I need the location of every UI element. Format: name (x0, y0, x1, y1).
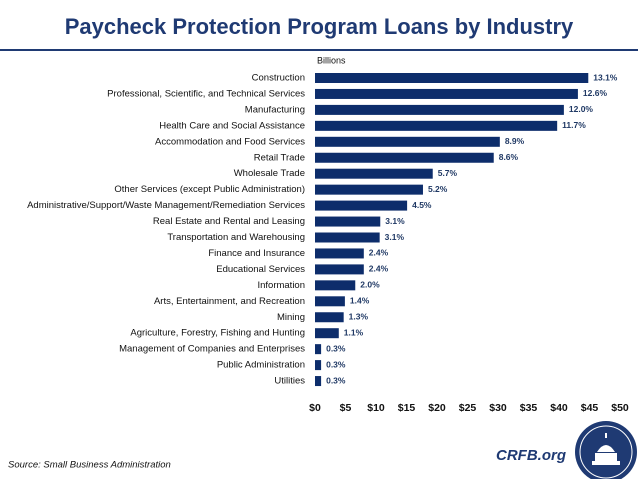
bar (315, 232, 380, 243)
value-label: 3.1% (385, 216, 405, 226)
source: Source: Small Business Administration (8, 460, 171, 471)
category-label: Health Care and Social Assistance (159, 120, 305, 131)
value-label: 1.4% (350, 296, 370, 306)
category-label: Educational Services (216, 264, 305, 275)
value-label: 12.0% (569, 104, 594, 114)
bar (315, 120, 558, 131)
category-label: Finance and Insurance (208, 248, 305, 259)
x-tick-label: $40 (550, 402, 568, 414)
category-label: Utilities (274, 376, 305, 387)
bar (315, 280, 356, 291)
value-label: 4.5% (412, 200, 432, 210)
bar (315, 248, 364, 259)
bar (315, 168, 433, 179)
category-label: Public Administration (217, 360, 305, 371)
value-label: 3.1% (385, 232, 405, 242)
value-label: 13.1% (593, 72, 618, 82)
bar (315, 88, 578, 99)
bar (315, 184, 423, 195)
category-label: Construction (252, 73, 305, 84)
value-label: 2.4% (369, 248, 389, 258)
x-tick-label: $35 (520, 402, 538, 414)
category-label: Transportation and Warehousing (167, 232, 305, 243)
chart-title: Paycheck Protection Program Loans by Ind… (65, 14, 574, 39)
value-label: 11.7% (562, 120, 586, 130)
x-tick-label: $20 (428, 402, 446, 414)
brand: CRFB.org (496, 447, 566, 464)
bar (315, 344, 322, 355)
x-tick-label: $5 (340, 402, 352, 414)
bar (315, 376, 322, 387)
x-tick-label: $10 (367, 402, 385, 414)
category-label: Wholesale Trade (234, 168, 305, 179)
value-label: 5.2% (428, 184, 448, 194)
category-label: Agriculture, Forestry, Fishing and Hunti… (130, 328, 305, 339)
value-label: 2.0% (360, 280, 380, 290)
axis-label: Billions (317, 55, 346, 65)
value-label: 12.6% (583, 88, 608, 98)
x-tick-label: $25 (459, 402, 477, 414)
value-label: 8.6% (499, 152, 519, 162)
x-tick-label: $0 (309, 402, 321, 414)
category-label: Accommodation and Food Services (155, 136, 305, 147)
logo (575, 421, 637, 479)
category-label: Retail Trade (254, 152, 305, 163)
bar (315, 200, 408, 211)
bar (315, 264, 364, 275)
value-label: 2.4% (369, 264, 389, 274)
value-label: 0.3% (326, 343, 346, 353)
x-tick-label: $45 (581, 402, 599, 414)
value-label: 1.3% (349, 312, 369, 322)
value-label: 0.3% (326, 359, 346, 369)
bar (315, 104, 564, 115)
category-label: Mining (277, 312, 305, 323)
value-label: 5.7% (438, 168, 458, 178)
bar (315, 360, 322, 371)
value-label: 0.3% (326, 375, 346, 385)
category-label: Information (257, 280, 305, 291)
bar (315, 73, 589, 83)
category-label: Management of Companies and Enterprises (119, 344, 305, 355)
category-label: Other Services (except Public Administra… (114, 184, 305, 195)
category-label: Arts, Entertainment, and Recreation (154, 296, 305, 307)
bar (315, 328, 339, 339)
x-tick-label: $50 (611, 402, 629, 414)
value-label: 1.1% (344, 327, 364, 337)
value-label: 8.9% (505, 136, 525, 146)
category-label: Professional, Scientific, and Technical … (107, 88, 305, 99)
category-label: Manufacturing (245, 104, 305, 115)
bar (315, 152, 494, 163)
category-label: Administrative/Support/Waste Management/… (27, 200, 305, 211)
category-label: Real Estate and Rental and Leasing (153, 216, 305, 227)
x-tick-label: $30 (489, 402, 507, 414)
bar (315, 216, 381, 227)
x-tick-label: $15 (398, 402, 416, 414)
bar (315, 312, 344, 323)
bar (315, 296, 345, 307)
bar (315, 136, 500, 147)
